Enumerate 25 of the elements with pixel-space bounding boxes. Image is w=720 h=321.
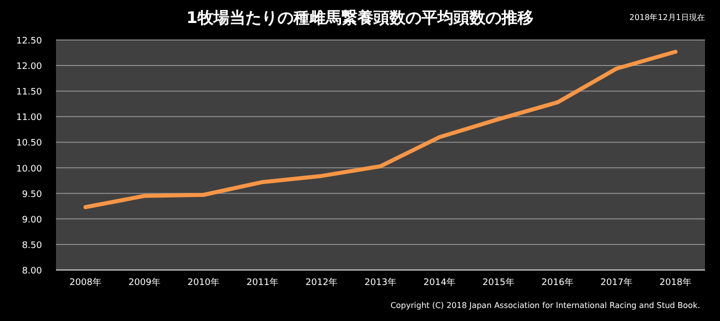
x-tick-label: 2014年 <box>424 277 456 288</box>
y-tick-label: 10.50 <box>16 138 42 149</box>
y-tick-label: 11.50 <box>16 88 42 98</box>
y-tick-label: 8.50 <box>22 240 42 251</box>
x-tick-label: 2010年 <box>188 277 220 288</box>
x-tick-label: 2015年 <box>482 277 514 288</box>
x-tick-label: 2009年 <box>128 277 160 288</box>
y-tick-label: 10.00 <box>16 164 42 174</box>
y-tick-label: 12.00 <box>16 62 42 72</box>
x-tick-label: 2017年 <box>600 277 632 288</box>
y-tick-label: 9.50 <box>22 190 42 200</box>
x-tick-label: 2018年 <box>660 277 692 288</box>
x-tick-label: 2016年 <box>542 277 574 288</box>
x-tick-label: 2013年 <box>364 277 396 288</box>
text: Copyright (C) 2018 Japan Association for International Racing and Stud Book. <box>390 301 700 310</box>
y-tick-label: 8.00 <box>22 266 42 276</box>
chart-subtitle: 2018年12月1日現在 <box>629 13 705 22</box>
x-tick-label: 2008年 <box>70 277 102 288</box>
chart-title: 1牧場当たりの種雌馬繋養頭数の平均頭数の推移 <box>186 8 534 27</box>
x-tick-label: 2012年 <box>306 277 338 288</box>
y-tick-label: 12.50 <box>16 36 42 46</box>
y-tick-label: 9.00 <box>22 215 42 226</box>
x-tick-label: 2011年 <box>246 277 278 288</box>
y-tick-label: 11.00 <box>16 113 42 124</box>
line-series <box>84 50 678 210</box>
